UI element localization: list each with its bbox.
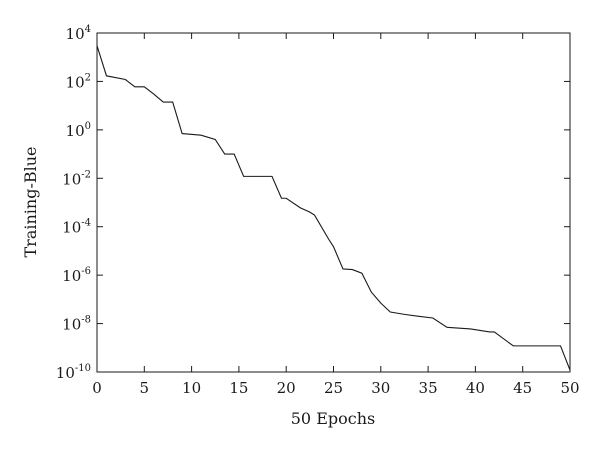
- plot-frame: [96, 32, 571, 373]
- y-tick-label: 10-6: [62, 266, 91, 285]
- y-tick-label: 104: [66, 24, 91, 43]
- x-axis-title: 50 Epochs: [291, 409, 375, 428]
- x-tick-label: 25: [324, 379, 343, 397]
- x-tick-label: 45: [513, 379, 532, 397]
- x-tick-label: 20: [277, 379, 296, 397]
- y-tick-label: 10-10: [56, 363, 91, 382]
- x-tick-label: 40: [466, 379, 485, 397]
- x-tick-label: 0: [92, 379, 102, 397]
- x-tick-label: 50: [560, 379, 579, 397]
- y-tick-label: 10-2: [62, 169, 91, 188]
- x-tick-label: 35: [419, 379, 438, 397]
- series-layer: [96, 45, 571, 371]
- series-line: [96, 45, 571, 371]
- y-axis: 10-10 10-8 10-6 10-4 10-2 100 102 104: [56, 24, 570, 382]
- x-tick-label: 5: [140, 379, 150, 397]
- x-tick-label: 10: [182, 379, 201, 397]
- y-tick-label: 10-8: [62, 315, 91, 334]
- y-tick-label: 100: [66, 121, 91, 140]
- x-tick-label: 30: [371, 379, 390, 397]
- x-axis: 0 5 10 15 20 25 30 35 40 45 50: [92, 33, 580, 397]
- x-tick-label: 15: [229, 379, 248, 397]
- y-tick-label: 102: [66, 72, 91, 91]
- y-tick-label: 10-4: [62, 218, 91, 237]
- y-axis-title: Training-Blue: [21, 147, 40, 258]
